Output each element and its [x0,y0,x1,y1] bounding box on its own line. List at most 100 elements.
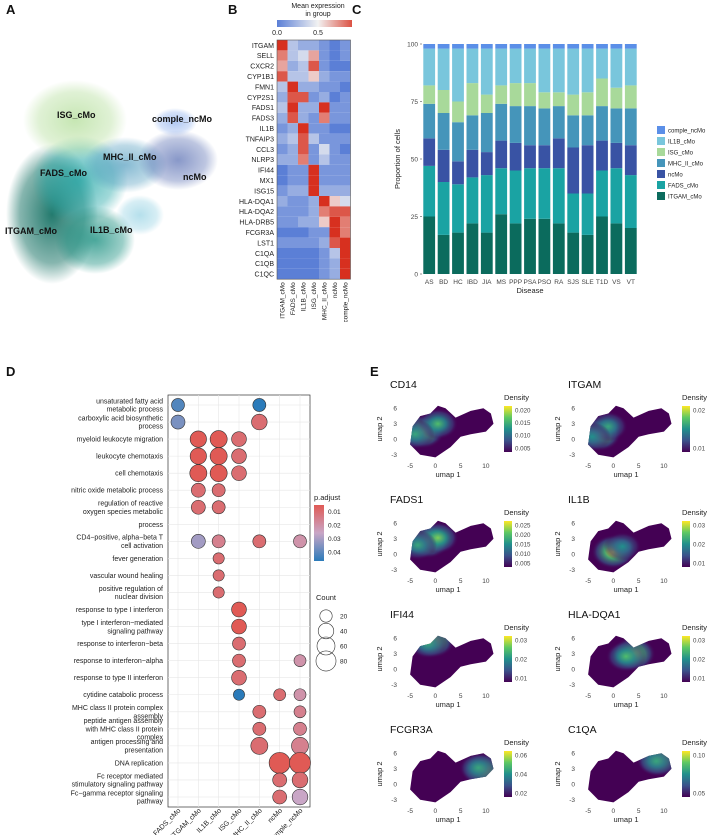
density-legend-tick: 0.03 [515,637,528,644]
y-tick-label: -3 [569,682,575,689]
x-tick-label: -5 [585,463,591,470]
heatmap-cell [329,102,340,113]
heatmap-cell [319,102,330,113]
heatmap-cell [308,40,319,51]
density-plot-title: HLA-DQA1 [568,609,621,621]
density-legend-tick: 0.020 [515,407,531,414]
density-legend-tick: 0.005 [515,445,531,452]
term-label: type I interferon−mediated [81,620,163,627]
heatmap-cell [277,144,288,155]
density-legend-tick: 0.03 [693,637,706,644]
legend-label: ISG_cMo [668,151,694,157]
bar-segment [581,44,594,49]
y-tick-label: 6 [571,751,575,758]
density-legend-tick: 0.010 [515,551,531,558]
density-colorbar [682,636,690,682]
x-tick-label: VS [612,279,621,286]
heatmap-legend-title: in group [305,11,330,18]
x-tick-label: 0 [434,808,438,815]
bar-segment [581,145,594,194]
heatmap-cell [319,81,330,92]
bar-segment [567,232,580,274]
heatmap-cell [329,206,340,217]
enrichment-dot [291,771,309,789]
heatmap-cell [298,237,309,248]
heatmap-cell [298,216,309,228]
y-tick-label: 25 [411,214,419,221]
x-axis-title: Disease [516,286,543,295]
enrichment-dot [231,601,247,618]
bar-segment [610,168,623,224]
heatmap-group-label: FADS_cMo [290,282,297,315]
heatmap-legend-tick: 0.5 [313,30,323,37]
cluster-cloud [153,108,197,136]
bar-segment [610,48,623,88]
heatmap-cell [277,175,288,186]
bar-segment [524,106,536,146]
x-tick-label: T1D [596,279,609,286]
term-label: Fc receptor mediated [97,773,163,780]
density-colorbar [504,751,512,797]
cluster-cloud [116,195,164,235]
density-colorbar [682,521,690,567]
density-legend-title: Density [682,393,707,402]
heatmap-cell [277,196,288,207]
heatmap-cell [298,164,309,176]
heatmap-cell [308,268,319,280]
bar-segment [552,48,565,93]
x-axis-title: umap 1 [435,815,460,824]
density-legend-title: Density [504,623,529,632]
heatmap-cell [329,133,340,144]
y-tick-label: 0 [393,782,397,789]
term-label: signaling pathway [107,628,163,635]
enrichment-dot [293,705,307,719]
heatmap-cell [329,175,340,186]
bar-segment [538,168,551,219]
heatmap-cell [319,196,330,207]
heatmap-cell [287,92,298,103]
x-tick-label: PSO [538,279,552,286]
enrichment-dot [211,483,226,498]
panel-letter-c: C [352,2,362,17]
heatmap-cell [308,237,319,248]
y-axis-title: umap 2 [375,416,384,441]
density-legend-title: Density [504,738,529,747]
bar-segment [610,108,623,143]
density-plot-title: CD14 [390,379,417,391]
heatmap-frame [276,39,351,280]
bar-segment [596,48,608,79]
heatmap-cell [329,50,340,61]
heatmap-cell [319,175,330,186]
enrichment-dot [293,534,307,549]
heatmap-cell [340,154,351,165]
heatmap-cell [287,60,298,72]
enrichment-dot [231,618,247,635]
bar-segment [509,223,522,274]
x-tick-label: -5 [585,578,591,585]
bar-segment [552,168,565,224]
enrichment-dot [252,722,267,736]
heatmap-gene-label: CYP2S1 [247,95,274,102]
heatmap-cell [277,268,288,280]
bar-segment [452,161,464,185]
bar-segment [581,234,594,274]
bar-segment [480,175,493,233]
y-tick-label: 50 [411,157,419,164]
density-hotspot [603,532,642,562]
panel-letter-d: D [6,364,16,379]
bar-segment [480,44,493,49]
y-tick-label: 6 [393,636,397,643]
bar-segment [524,145,536,169]
y-tick-label: 3 [393,421,397,428]
bar-segment [509,170,522,224]
enrichment-dot [189,447,207,465]
x-tick-label: 5 [637,808,641,815]
term-label: cell activation [121,543,163,550]
heatmap-cell [287,216,298,228]
bar-segment [552,44,565,49]
bar-segment [423,216,436,274]
bar-segment [596,78,608,107]
heatmap-cell [329,237,340,248]
density-colorbar [504,636,512,682]
heatmap-cell [340,133,351,144]
